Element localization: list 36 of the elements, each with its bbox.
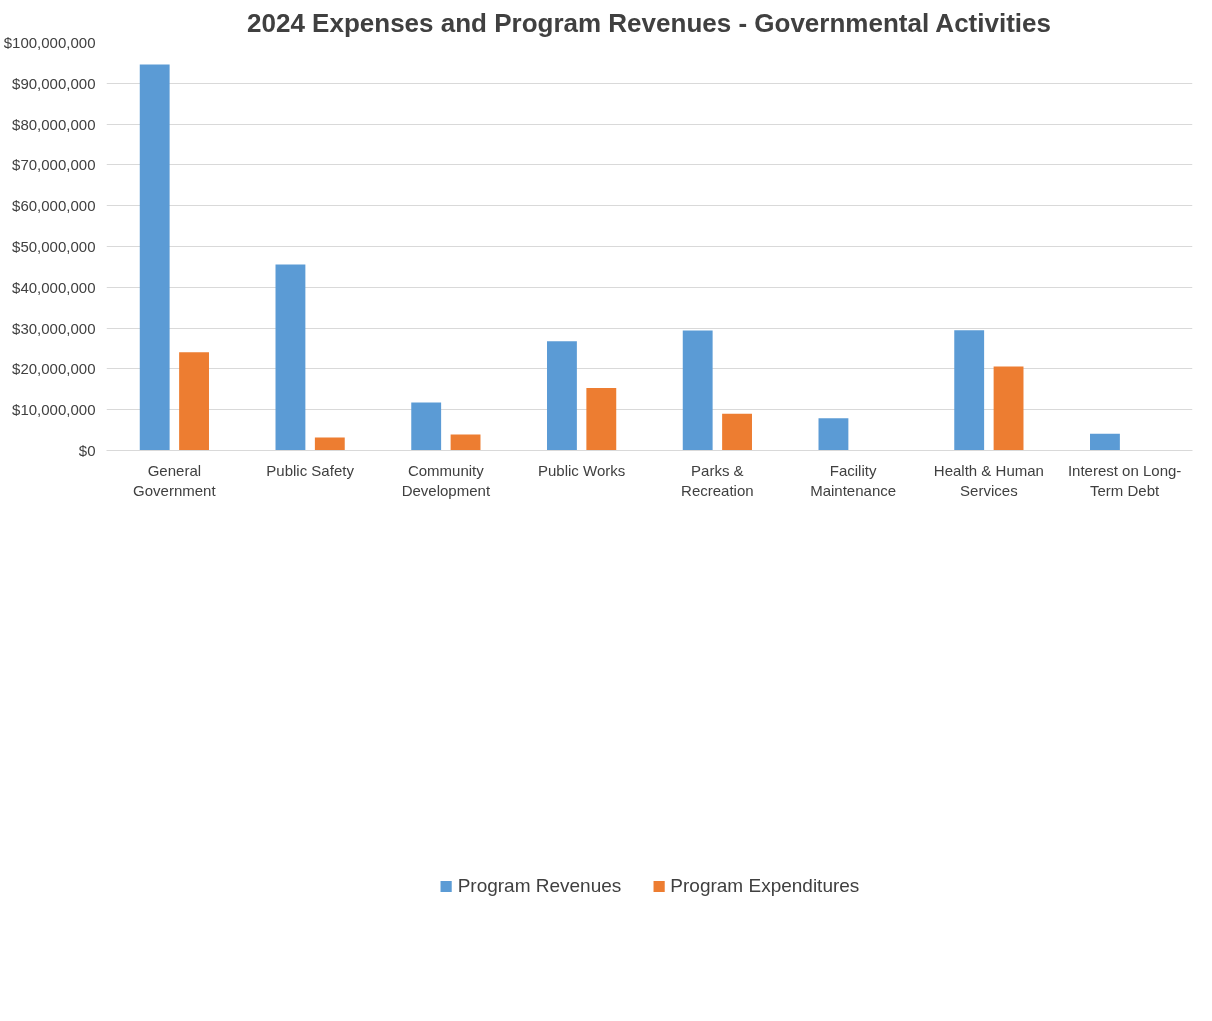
bar (314, 437, 345, 451)
bar (586, 388, 617, 451)
x-tick-label: General Government (133, 461, 217, 499)
bar (450, 434, 481, 451)
bar (993, 366, 1024, 451)
legend-label: Program Expenditures (670, 874, 860, 897)
bar (954, 330, 985, 451)
y-tick-label: $100,000,000 (3, 34, 96, 51)
y-tick-label: $80,000,000 (12, 115, 96, 133)
bar (722, 413, 752, 451)
bar (547, 341, 577, 451)
x-tick-label: Health & Human Services (933, 461, 1044, 499)
bar (275, 264, 306, 451)
y-tick-label: $50,000,000 (12, 238, 96, 255)
bar (139, 64, 170, 451)
y-tick-label: $70,000,000 (12, 156, 96, 174)
y-tick-label: $30,000,000 (12, 319, 96, 337)
x-tick-label: Parks & Recreation (681, 461, 754, 499)
bar (1090, 433, 1120, 451)
x-tick-label: Facility Maintenance (810, 461, 897, 499)
x-tick-label: Public Works (538, 461, 626, 479)
bar (179, 352, 209, 451)
x-tick-label: Public Safety (266, 461, 355, 479)
y-tick-label: $10,000,000 (12, 401, 96, 419)
x-tick-label: Community Development (401, 461, 491, 499)
bar (682, 330, 713, 451)
x-tick-label: Interest on Long-Term Debt (1067, 461, 1182, 499)
y-tick-label: $40,000,000 (12, 278, 96, 296)
y-tick-label: $20,000,000 (12, 360, 96, 378)
y-tick-label: $0 (78, 442, 96, 459)
bar (818, 418, 849, 451)
y-tick-label: $60,000,000 (12, 197, 96, 215)
chart-title: 2024 Expenses and Program Revenues - Governmental Activities (247, 7, 1051, 38)
y-tick-label: $90,000,000 (12, 74, 96, 92)
bar (411, 402, 442, 451)
legend-label: Program Revenues (457, 874, 622, 897)
